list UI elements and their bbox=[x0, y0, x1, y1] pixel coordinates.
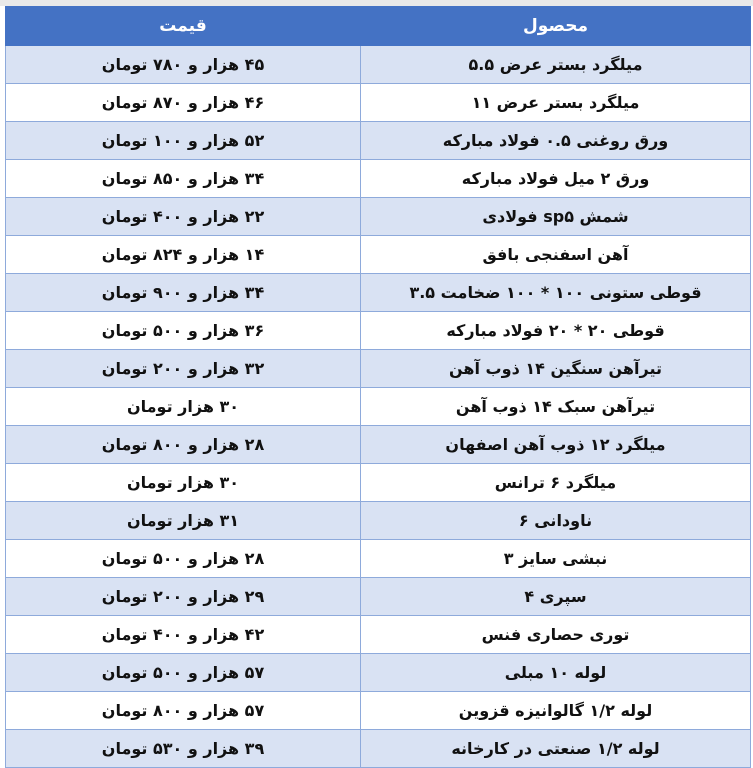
product-cell: ورق روغنی ۰.۵ فولاد مبارکه bbox=[360, 121, 751, 160]
price-cell: ۵۲ هزار و ۱۰۰ تومان bbox=[5, 121, 361, 160]
price-table: محصول قیمت میلگرد بستر عرض ۵.۵ ۴۵ هزار و … bbox=[5, 6, 751, 768]
product-cell: توری حصاری فنس bbox=[360, 615, 751, 654]
table-row: نبشی سایز ۳ ۲۸ هزار و ۵۰۰ تومان bbox=[5, 539, 751, 578]
table-row: میلگرد بستر عرض ۵.۵ ۴۵ هزار و ۷۸۰ تومان bbox=[5, 45, 751, 84]
table-row: میلگرد ۶ ترانس ۳۰ هزار تومان bbox=[5, 463, 751, 502]
price-cell: ۲۹ هزار و ۲۰۰ تومان bbox=[5, 577, 361, 616]
price-cell: ۵۷ هزار و ۵۰۰ تومان bbox=[5, 653, 361, 692]
table-row: تیرآهن سبک ۱۴ ذوب آهن ۳۰ هزار تومان bbox=[5, 387, 751, 426]
product-cell: لوله ۱۰ مبلی bbox=[360, 653, 751, 692]
table-row: قوطی ۲۰ * ۲۰ فولاد مبارکه ۳۶ هزار و ۵۰۰ ت… bbox=[5, 311, 751, 350]
table-row: لوله ۱/۲ صنعتی در کارخانه ۳۹ هزار و ۵۳۰ ت… bbox=[5, 729, 751, 768]
product-cell: سپری ۴ bbox=[360, 577, 751, 616]
price-cell: ۳۴ هزار و ۹۰۰ تومان bbox=[5, 273, 361, 312]
table-row: لوله ۱۰ مبلی ۵۷ هزار و ۵۰۰ تومان bbox=[5, 653, 751, 692]
product-cell: میلگرد بستر عرض ۵.۵ bbox=[360, 45, 751, 84]
table-row: ناودانی ۶ ۳۱ هزار تومان bbox=[5, 501, 751, 540]
header-product: محصول bbox=[360, 6, 751, 46]
product-cell: ورق ۲ میل فولاد مبارکه bbox=[360, 159, 751, 198]
price-cell: ۳۱ هزار تومان bbox=[5, 501, 361, 540]
table-row: میلگرد ۱۲ ذوب آهن اصفهان ۲۸ هزار و ۸۰۰ تو… bbox=[5, 425, 751, 464]
product-cell: قوطی ۲۰ * ۲۰ فولاد مبارکه bbox=[360, 311, 751, 350]
table-row: تیرآهن سنگین ۱۴ ذوب آهن ۳۲ هزار و ۲۰۰ توم… bbox=[5, 349, 751, 388]
price-cell: ۲۲ هزار و ۴۰۰ تومان bbox=[5, 197, 361, 236]
table-row: شمش sp۵ فولادی ۲۲ هزار و ۴۰۰ تومان bbox=[5, 197, 751, 236]
price-cell: ۵۷ هزار و ۸۰۰ تومان bbox=[5, 691, 361, 730]
product-cell: قوطی ستونی ۱۰۰ * ۱۰۰ ضخامت ۳.۵ bbox=[360, 273, 751, 312]
product-cell: تیرآهن سنگین ۱۴ ذوب آهن bbox=[360, 349, 751, 388]
table-row: توری حصاری فنس ۴۲ هزار و ۴۰۰ تومان bbox=[5, 615, 751, 654]
price-cell: ۳۰ هزار تومان bbox=[5, 387, 361, 426]
product-cell: نبشی سایز ۳ bbox=[360, 539, 751, 578]
table-row: آهن اسفنجی بافق ۱۴ هزار و ۸۲۴ تومان bbox=[5, 235, 751, 274]
product-cell: میلگرد ۱۲ ذوب آهن اصفهان bbox=[360, 425, 751, 464]
product-cell: شمش sp۵ فولادی bbox=[360, 197, 751, 236]
product-cell: لوله ۱/۲ گالوانیزه قزوین bbox=[360, 691, 751, 730]
product-cell: تیرآهن سبک ۱۴ ذوب آهن bbox=[360, 387, 751, 426]
price-cell: ۴۵ هزار و ۷۸۰ تومان bbox=[5, 45, 361, 84]
price-cell: ۳۴ هزار و ۸۵۰ تومان bbox=[5, 159, 361, 198]
table-row: میلگرد بستر عرض ۱۱ ۴۶ هزار و ۸۷۰ تومان bbox=[5, 83, 751, 122]
price-cell: ۱۴ هزار و ۸۲۴ تومان bbox=[5, 235, 361, 274]
product-cell: لوله ۱/۲ صنعتی در کارخانه bbox=[360, 729, 751, 768]
table-row: سپری ۴ ۲۹ هزار و ۲۰۰ تومان bbox=[5, 577, 751, 616]
table-row: ورق ۲ میل فولاد مبارکه ۳۴ هزار و ۸۵۰ توما… bbox=[5, 159, 751, 198]
price-cell: ۳۰ هزار تومان bbox=[5, 463, 361, 502]
top-strip bbox=[0, 0, 753, 6]
product-cell: میلگرد ۶ ترانس bbox=[360, 463, 751, 502]
product-cell: ناودانی ۶ bbox=[360, 501, 751, 540]
price-cell: ۲۸ هزار و ۸۰۰ تومان bbox=[5, 425, 361, 464]
price-cell: ۲۸ هزار و ۵۰۰ تومان bbox=[5, 539, 361, 578]
price-cell: ۳۹ هزار و ۵۳۰ تومان bbox=[5, 729, 361, 768]
header-price: قیمت bbox=[5, 6, 361, 46]
table-row: ورق روغنی ۰.۵ فولاد مبارکه ۵۲ هزار و ۱۰۰ … bbox=[5, 121, 751, 160]
table-row: لوله ۱/۲ گالوانیزه قزوین ۵۷ هزار و ۸۰۰ تو… bbox=[5, 691, 751, 730]
price-cell: ۳۲ هزار و ۲۰۰ تومان bbox=[5, 349, 361, 388]
price-cell: ۴۲ هزار و ۴۰۰ تومان bbox=[5, 615, 361, 654]
price-cell: ۴۶ هزار و ۸۷۰ تومان bbox=[5, 83, 361, 122]
price-cell: ۳۶ هزار و ۵۰۰ تومان bbox=[5, 311, 361, 350]
product-cell: میلگرد بستر عرض ۱۱ bbox=[360, 83, 751, 122]
table-row: قوطی ستونی ۱۰۰ * ۱۰۰ ضخامت ۳.۵ ۳۴ هزار و … bbox=[5, 273, 751, 312]
header-row: محصول قیمت bbox=[5, 6, 751, 46]
product-cell: آهن اسفنجی بافق bbox=[360, 235, 751, 274]
